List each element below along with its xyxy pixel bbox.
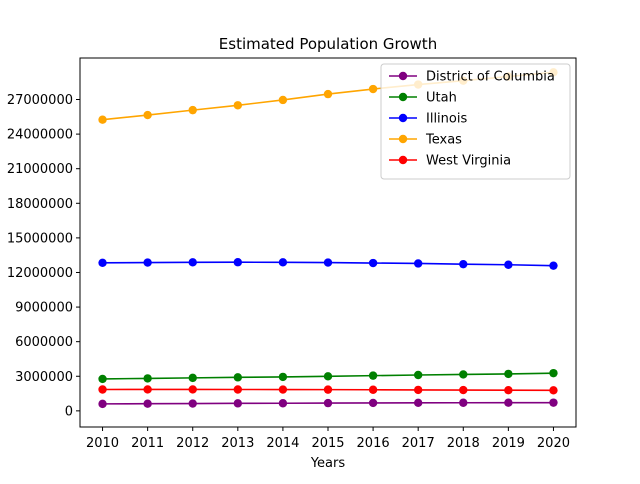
series-west-virginia	[98, 385, 558, 395]
series-illinois	[98, 258, 558, 270]
data-point-utah	[188, 373, 197, 383]
data-point-illinois	[278, 258, 288, 267]
data-point-west-virginia	[188, 385, 197, 394]
legend-item: Texas	[389, 133, 462, 148]
data-point-texas	[98, 115, 107, 124]
data-point-district-of-columbia	[549, 398, 558, 407]
legend-marker	[398, 134, 408, 144]
x-tick-label: 2012	[176, 436, 209, 451]
series-utah	[98, 368, 558, 384]
legend-label: Texas	[425, 133, 462, 148]
data-point-texas	[278, 95, 288, 105]
data-point-illinois	[459, 259, 468, 269]
data-point-utah	[323, 372, 333, 381]
x-tick-label: 2013	[221, 436, 254, 451]
data-point-utah	[98, 374, 107, 384]
data-point-district-of-columbia	[278, 399, 288, 408]
y-tick-label: 24000000	[7, 128, 73, 143]
data-point-west-virginia	[143, 385, 152, 394]
data-point-district-of-columbia	[323, 398, 333, 408]
data-point-illinois	[368, 258, 378, 268]
series-district-of-columbia	[98, 398, 558, 409]
data-point-district-of-columbia	[413, 398, 423, 408]
data-point-west-virginia	[413, 385, 423, 395]
data-point-illinois	[413, 259, 423, 268]
legend-marker	[398, 71, 408, 81]
y-tick-label: 15000000	[7, 231, 73, 246]
data-point-district-of-columbia	[233, 399, 243, 408]
x-tick-label: 2014	[266, 436, 299, 451]
data-point-district-of-columbia	[188, 399, 197, 408]
y-axis: 0 3000000 6000000 9000000 12000000 15000000 18…	[7, 93, 80, 419]
y-tick-label: 21000000	[7, 162, 73, 177]
data-point-texas	[233, 101, 243, 110]
y-tick-label: 9000000	[15, 301, 73, 316]
data-point-texas	[323, 89, 333, 99]
legend-item: District of Columbia	[389, 70, 555, 85]
x-tick-label: 2011	[131, 436, 164, 451]
x-axis: 2010 2011 2012 2013 2014 2015 2016 2017 2018 2019…	[86, 427, 570, 451]
data-point-illinois	[323, 258, 333, 267]
x-axis-label: Years	[310, 456, 346, 471]
y-tick-label: 0	[65, 404, 73, 419]
x-tick-label: 2018	[447, 436, 480, 451]
data-point-utah	[413, 370, 423, 380]
x-tick-label: 2016	[357, 436, 390, 451]
x-tick-label: 2020	[537, 436, 570, 451]
data-point-west-virginia	[98, 385, 107, 394]
data-point-west-virginia	[233, 385, 243, 394]
data-point-district-of-columbia	[98, 399, 107, 409]
data-point-west-virginia	[323, 385, 333, 394]
x-tick-label: 2017	[402, 436, 435, 451]
legend-item: Utah	[389, 91, 457, 106]
y-tick-label: 27000000	[7, 93, 73, 108]
data-point-texas	[188, 105, 197, 115]
x-tick-label: 2019	[492, 436, 525, 451]
legend-marker	[398, 155, 408, 165]
data-point-utah	[278, 372, 288, 382]
data-point-illinois	[549, 261, 558, 270]
data-point-district-of-columbia	[368, 398, 378, 408]
data-point-utah	[368, 371, 378, 380]
data-point-utah	[504, 369, 513, 379]
data-point-illinois	[143, 258, 152, 267]
legend-item: Illinois	[389, 112, 467, 127]
chart-title: Estimated Population Growth	[219, 35, 437, 53]
legend: District of Columbia Utah Illinois Texas Wes…	[380, 63, 571, 180]
data-point-west-virginia	[459, 385, 468, 395]
legend-marker	[398, 113, 408, 123]
data-point-illinois	[188, 258, 197, 267]
data-point-illinois	[504, 260, 513, 269]
data-point-district-of-columbia	[504, 398, 513, 407]
data-point-west-virginia	[278, 385, 288, 394]
data-point-utah	[549, 368, 558, 378]
legend-label: District of Columbia	[426, 70, 555, 85]
data-point-texas	[368, 84, 378, 94]
y-tick-label: 12000000	[7, 266, 73, 281]
data-point-illinois	[233, 258, 243, 267]
y-tick-label: 18000000	[7, 197, 73, 212]
legend-label: Illinois	[426, 112, 467, 127]
data-point-utah	[143, 374, 152, 383]
data-point-texas	[143, 110, 152, 120]
data-point-illinois	[98, 258, 107, 267]
x-tick-label: 2010	[86, 436, 119, 451]
y-tick-label: 3000000	[15, 370, 73, 385]
axes-frame	[79, 57, 577, 428]
data-point-utah	[233, 373, 243, 382]
legend-marker	[398, 92, 408, 102]
data-point-west-virginia	[504, 385, 513, 395]
data-point-district-of-columbia	[459, 398, 468, 407]
data-point-district-of-columbia	[143, 399, 152, 408]
data-point-west-virginia	[368, 385, 378, 394]
y-tick-label: 6000000	[15, 335, 73, 350]
data-point-utah	[459, 370, 468, 379]
legend-label: West Virginia	[426, 154, 511, 169]
legend-label: Utah	[426, 91, 457, 106]
legend-box	[380, 63, 571, 180]
data-point-west-virginia	[549, 386, 558, 395]
x-tick-label: 2015	[311, 436, 344, 451]
legend-item: West Virginia	[389, 154, 511, 169]
